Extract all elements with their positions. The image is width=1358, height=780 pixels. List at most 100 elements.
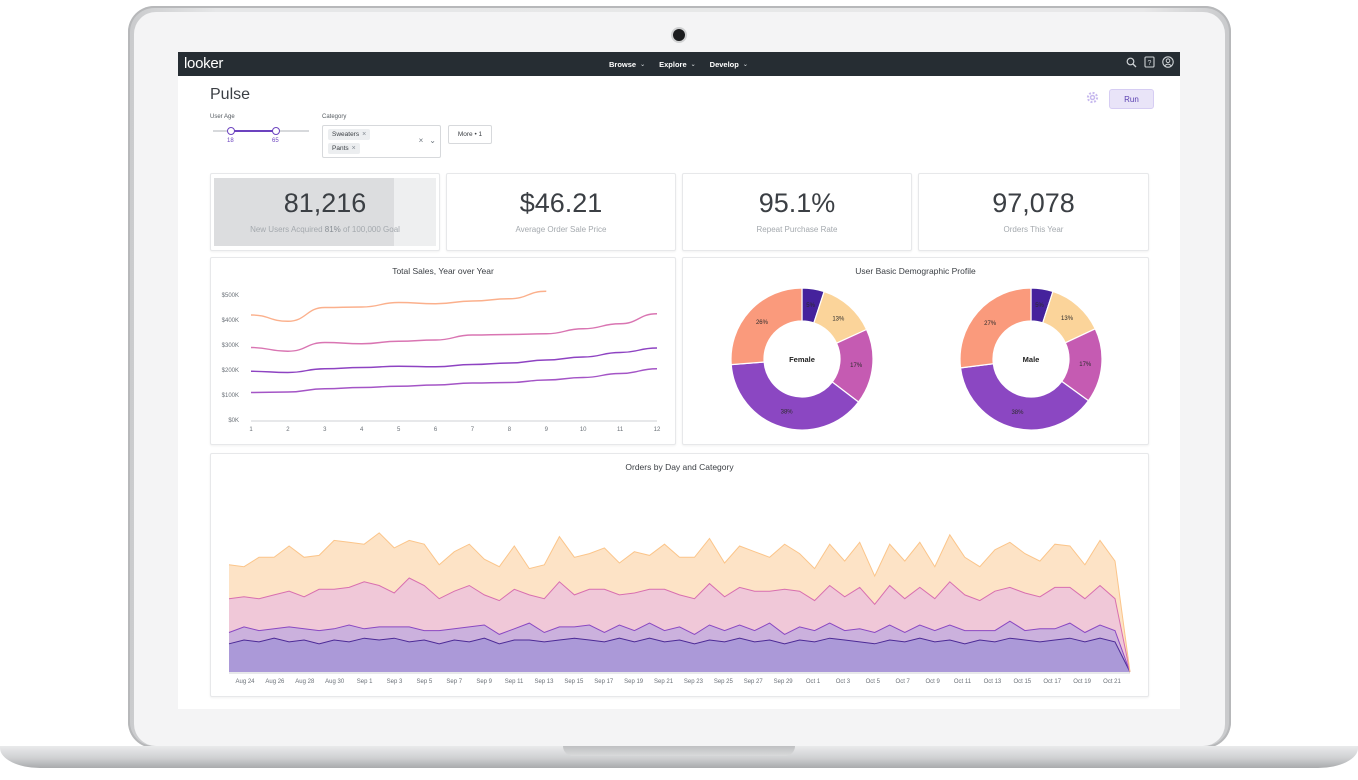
area-layer[interactable] <box>229 532 1130 672</box>
donut-slice[interactable] <box>730 287 803 366</box>
orders-chart-tile[interactable]: Orders by Day and Category Aug 24 Aug 26 A… <box>210 453 1149 697</box>
x-tick-label: Aug 26 <box>265 679 285 685</box>
slice-label: 17% <box>850 363 863 369</box>
category-chip[interactable]: Pants × <box>328 143 360 154</box>
donut-slice[interactable] <box>730 361 860 431</box>
kpi-label-suffix: of 100,000 Goal <box>340 225 400 234</box>
slice-label: 38% <box>781 409 794 415</box>
orders-area-chart: Aug 24 Aug 26 Aug 28 Aug 30 Sep 1 Sep 3 Sep 5 S… <box>228 532 1131 685</box>
series-line[interactable] <box>250 347 658 374</box>
nav-develop[interactable]: Develop ⌄ <box>710 60 748 69</box>
user-account-icon[interactable] <box>1162 56 1174 68</box>
x-tick-label: Sep 19 <box>624 679 644 685</box>
series-line[interactable] <box>250 290 547 322</box>
close-icon[interactable]: × <box>351 145 356 152</box>
kpi-value: $46.21 <box>519 188 603 218</box>
y-tick-label: $500K <box>222 293 239 299</box>
kpi-label-prefix: New Users Acquired <box>250 225 325 234</box>
x-tick-label: 4 <box>360 427 364 433</box>
nav-explore[interactable]: Explore ⌄ <box>659 60 696 69</box>
run-button[interactable]: Run <box>1109 89 1154 109</box>
category-chip[interactable]: Sweaters × <box>328 129 371 140</box>
demographics-chart-tile[interactable]: User Basic Demographic Profile 5% 13% 17% 3… <box>682 257 1149 445</box>
kpi-value: 81,216 <box>283 188 367 218</box>
more-filters-button[interactable]: More • 1 <box>448 125 492 144</box>
demographics-donut-chart: 5% 13% 17% 38% 26% Female 5% 13% 17% 38% 27% Male <box>730 287 1103 431</box>
screen: looker Browse ⌄ Explore ⌄ Develop ⌄ ? Pulse… <box>178 52 1180 709</box>
series-line[interactable] <box>250 313 658 352</box>
top-navbar: looker Browse ⌄ Explore ⌄ Develop ⌄ ? <box>178 52 1180 76</box>
chevron-down-icon: ⌄ <box>742 61 748 68</box>
slice-label: 27% <box>984 321 997 327</box>
kpi-goal-percent: 81% <box>324 225 341 234</box>
kpi-repeat-purchase-tile[interactable]: 95.1% Repeat Purchase Rate <box>682 173 912 251</box>
category-label: Category <box>322 114 347 120</box>
x-tick-label: Oct 19 <box>1073 679 1091 685</box>
area-layer[interactable] <box>229 621 1130 672</box>
x-tick-label: Oct 1 <box>806 679 821 685</box>
area-series-line <box>228 577 1131 673</box>
kpi-new-users-tile[interactable]: 81,216 New Users Acquired 81% of 100,000… <box>210 173 440 251</box>
search-icon[interactable] <box>1126 57 1137 68</box>
x-tick-label: Oct 21 <box>1103 679 1121 685</box>
chart-title: Orders by Day and Category <box>625 462 734 472</box>
series-line[interactable] <box>250 368 658 394</box>
area-layer[interactable] <box>229 638 1130 672</box>
x-tick-label: Oct 13 <box>984 679 1002 685</box>
y-tick-label: $100K <box>222 393 239 399</box>
goal-progress-fill <box>214 178 394 246</box>
donut-slice[interactable] <box>959 287 1032 369</box>
chip-label: Pants <box>332 145 349 152</box>
area-series-line <box>228 532 1131 673</box>
slice-label: 5% <box>806 303 815 309</box>
donut-center-label: Female <box>789 355 815 364</box>
clear-icon[interactable]: × <box>418 136 424 145</box>
x-tick-label: Oct 5 <box>866 679 881 685</box>
webcam <box>673 29 685 41</box>
x-tick-label: 3 <box>323 427 327 433</box>
close-icon[interactable]: × <box>362 131 367 138</box>
slice-label: 17% <box>1079 362 1092 368</box>
nav-browse[interactable]: Browse ⌄ <box>609 60 645 69</box>
x-tick-label: Aug 28 <box>295 679 315 685</box>
kpi-label: Repeat Purchase Rate <box>756 225 838 234</box>
x-tick-label: Sep 9 <box>476 679 492 685</box>
kpi-avg-order-price-tile[interactable]: $46.21 Average Order Sale Price <box>446 173 676 251</box>
x-tick-label: Oct 7 <box>896 679 911 685</box>
chart-title: Total Sales, Year over Year <box>392 266 494 276</box>
laptop-notch <box>563 746 795 756</box>
nav-explore-label: Explore <box>659 59 687 69</box>
nav-browse-label: Browse <box>609 59 637 69</box>
y-tick-label: $0K <box>228 418 239 424</box>
age-slider-max-handle[interactable] <box>272 127 280 135</box>
x-tick-label: Oct 11 <box>954 679 972 685</box>
sales-chart-tile[interactable]: Total Sales, Year over Year $0K $100K $200… <box>210 257 676 445</box>
nav-icons: ? <box>1126 56 1174 68</box>
help-icon[interactable]: ? <box>1144 56 1155 68</box>
x-tick-label: Sep 21 <box>654 679 674 685</box>
x-tick-label: 7 <box>471 427 475 433</box>
x-tick-label: Oct 3 <box>836 679 851 685</box>
area-layer[interactable] <box>229 578 1130 672</box>
chevron-down-icon[interactable]: ⌄ <box>429 136 436 145</box>
category-multiselect[interactable]: Sweaters × Pants × × ⌄ <box>322 125 441 158</box>
kpi-orders-tile[interactable]: 97,078 Orders This Year <box>918 173 1149 251</box>
kpi-label: Orders This Year <box>1003 225 1064 234</box>
gear-icon[interactable] <box>1086 91 1099 109</box>
age-slider-min-handle[interactable] <box>227 127 235 135</box>
laptop-base <box>0 746 1358 768</box>
x-tick-label: Oct 15 <box>1013 679 1031 685</box>
category-controls: × ⌄ <box>419 136 436 145</box>
svg-text:?: ? <box>1148 60 1152 67</box>
nav-develop-label: Develop <box>709 59 739 69</box>
x-tick-label: 10 <box>580 427 587 433</box>
x-tick-label: Sep 25 <box>714 679 734 685</box>
x-tick-label: Sep 29 <box>774 679 794 685</box>
slice-label: 26% <box>756 320 769 326</box>
x-tick-label: Sep 1 <box>357 679 373 685</box>
y-tick-label: $300K <box>222 343 239 349</box>
chart-title: User Basic Demographic Profile <box>855 266 976 276</box>
looker-logo[interactable]: looker <box>184 55 224 72</box>
donut-slice[interactable] <box>959 363 1090 431</box>
